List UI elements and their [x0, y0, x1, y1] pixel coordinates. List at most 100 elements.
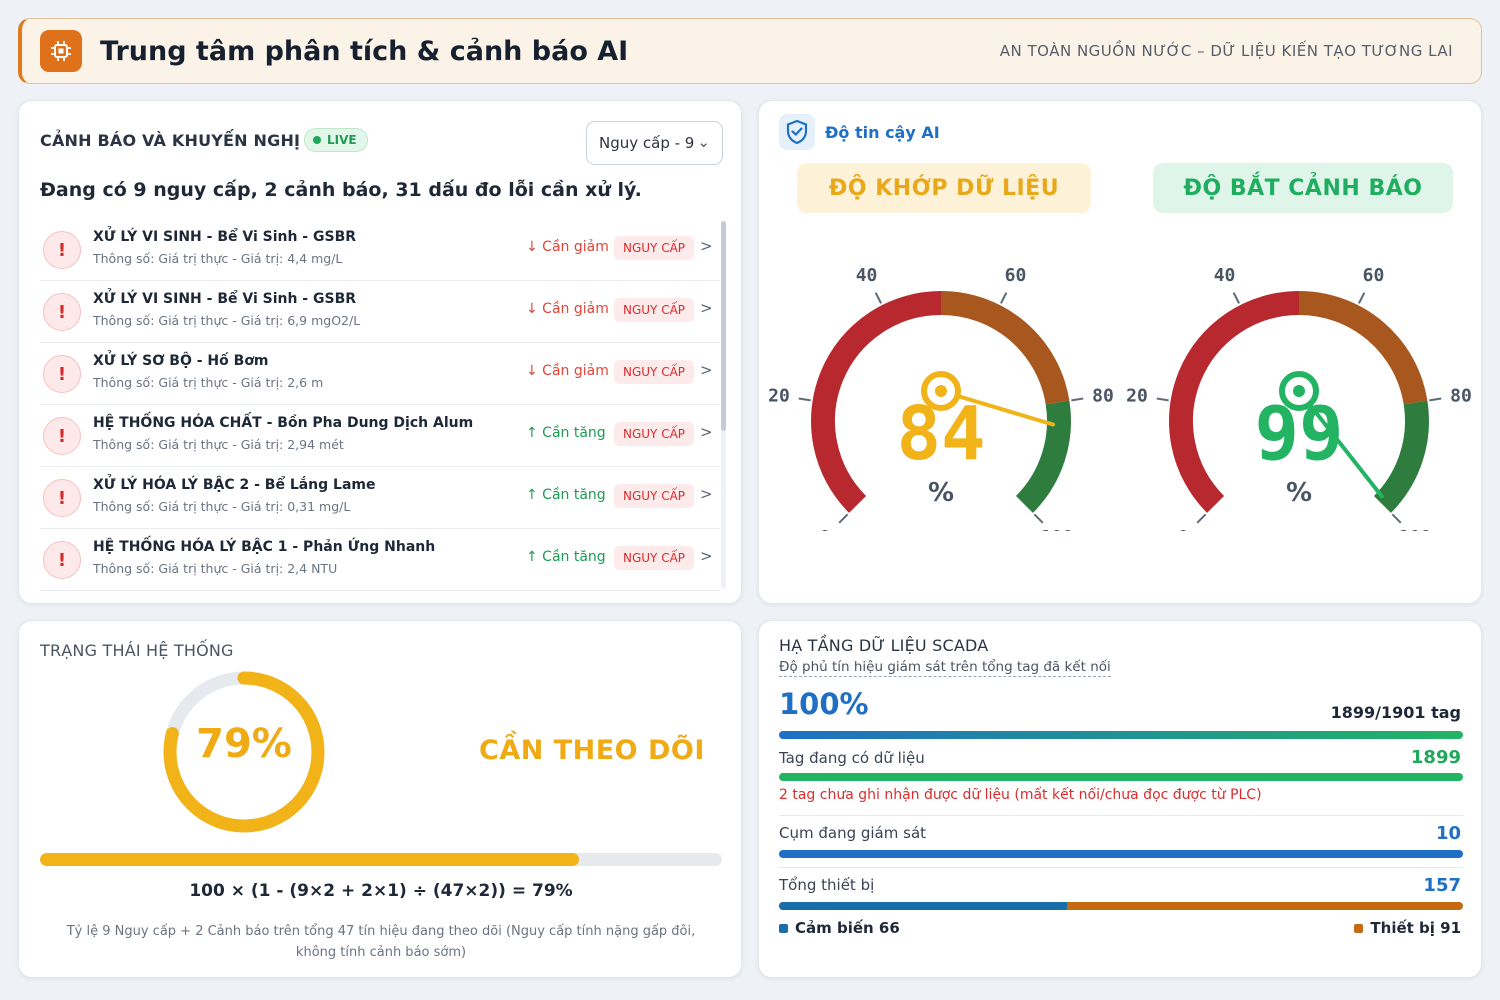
- devices-split-bar: [779, 902, 1463, 910]
- page-subtitle: AN TOÀN NGUỒN NƯỚC – DỮ LIỆU KIẾN TẠO TƯ…: [999, 42, 1453, 60]
- scada-tag-total: 1899/1901 tag: [1330, 703, 1461, 722]
- gauge-tick-label: 60: [1005, 265, 1027, 286]
- coverage-bar: [779, 731, 1463, 739]
- severity-filter-value: Nguy cấp - 9: [599, 134, 695, 152]
- status-ring: [163, 671, 325, 833]
- gauge-tick: [838, 513, 849, 524]
- alert-icon: !: [43, 417, 81, 455]
- page-header: Trung tâm phân tích & cảnh báo AI AN TOÀ…: [18, 18, 1482, 84]
- alert-severity-badge: NGUY CẤP: [614, 298, 695, 322]
- devices-label: Tổng thiết bị: [779, 876, 875, 894]
- gauge-tick: [1391, 513, 1402, 524]
- alert-row[interactable]: ! XỬ LÝ VI SINH - Bể Vi Sinh - GSBR Thôn…: [40, 281, 720, 343]
- gauge-tick: [1156, 397, 1169, 402]
- page-title: Trung tâm phân tích & cảnh báo AI: [100, 35, 629, 67]
- gauge-band: [811, 291, 942, 513]
- alert-severity-badge: NGUY CẤP: [614, 360, 695, 384]
- scada-subtitle: Độ phủ tín hiệu giám sát trên tổng tag đ…: [779, 659, 1111, 677]
- equipment-legend: Thiết bị 91: [1354, 919, 1461, 937]
- gauge-band: [1373, 400, 1429, 513]
- scada-error-message: 2 tag chưa ghi nhận được dữ liệu (mất kế…: [779, 787, 1262, 803]
- alert-icon: !: [43, 479, 81, 517]
- alert-trend: ↓ Cần giảm: [526, 301, 609, 317]
- alert-catch-label: ĐỘ BẮT CẢNH BÁO: [1153, 163, 1453, 213]
- sensors-swatch: [779, 923, 788, 933]
- live-dot-icon: [313, 136, 321, 144]
- tags-with-data-label: Tag đang có dữ liệu: [779, 749, 925, 767]
- status-formula: 100 × (1 - (9×2 + 2×1) ÷ (47×2)) = 79%: [189, 881, 573, 901]
- gauge-tick-label: 100: [1399, 527, 1432, 531]
- alert-list: ! XỬ LÝ VI SINH - Bể Vi Sinh - GSBR Thôn…: [40, 219, 720, 591]
- live-label: LIVE: [327, 133, 357, 147]
- alert-title: XỬ LÝ VI SINH - Bể Vi Sinh - GSBR: [93, 229, 357, 245]
- alert-title: XỬ LÝ VI SINH - Bể Vi Sinh - GSBR: [93, 291, 357, 307]
- chevron-right-icon[interactable]: >: [700, 485, 713, 503]
- alert-list-scroll-thumb[interactable]: [721, 221, 726, 431]
- alert-severity-badge: NGUY CẤP: [614, 236, 695, 260]
- alert-title: HỆ THỐNG HÓA CHẤT - Bồn Pha Dung Dịch Al…: [93, 415, 474, 431]
- gauge-tick: [1196, 513, 1207, 524]
- alert-title: HỆ THỐNG HÓA LÝ BẬC 1 - Phản Ứng Nhanh: [93, 539, 436, 555]
- gauge-tick-label: 20: [1126, 385, 1148, 406]
- scada-coverage-percent: 100%: [779, 687, 869, 721]
- gauge-tick: [874, 292, 882, 304]
- clusters-value: 10: [1435, 823, 1461, 844]
- scada-card: HẠ TẦNG DỮ LIỆU SCADA Độ phủ tín hiệu gi…: [758, 620, 1482, 978]
- chevron-right-icon[interactable]: >: [700, 547, 713, 565]
- alert-icon: !: [43, 541, 81, 579]
- chevron-down-icon: ⌄: [697, 133, 710, 151]
- alert-row[interactable]: ! HỆ THỐNG HÓA CHẤT - Bồn Pha Dung Dịch …: [40, 405, 720, 467]
- alert-detail: Thông số: Giá trị thực - Giá trị: 2,94 m…: [93, 437, 344, 452]
- status-progress-bar: [40, 853, 722, 866]
- alert-detail: Thông số: Giá trị thực - Giá trị: 2,4 NT…: [93, 561, 338, 576]
- shield-check-icon: [779, 114, 815, 150]
- alert-trend: ↑ Cần tăng: [526, 487, 606, 503]
- gauge-tick-label: 0: [820, 527, 831, 531]
- divider: [779, 867, 1463, 868]
- gauge-tick-label: 40: [1214, 265, 1236, 286]
- gauge-tick-label: 20: [768, 385, 790, 406]
- alert-catch-gauge: 02040608010099%: [1126, 265, 1472, 531]
- chevron-right-icon[interactable]: >: [700, 237, 713, 255]
- tags-with-data-bar: [779, 773, 1463, 781]
- alert-title: XỬ LÝ HÓA LÝ BẬC 2 - Bể Lắng Lame: [93, 477, 376, 493]
- chevron-right-icon[interactable]: >: [700, 423, 713, 441]
- gauge-tick: [1033, 513, 1044, 524]
- alert-row[interactable]: ! XỬ LÝ VI SINH - Bể Vi Sinh - GSBR Thôn…: [40, 219, 720, 281]
- gauge-tick: [1232, 292, 1240, 304]
- data-match-label: ĐỘ KHỚP DỮ LIỆU: [797, 163, 1091, 213]
- alert-row[interactable]: ! XỬ LÝ HÓA LÝ BẬC 2 - Bể Lắng Lame Thôn…: [40, 467, 720, 529]
- alert-severity-badge: NGUY CẤP: [614, 546, 695, 570]
- alert-detail: Thông số: Giá trị thực - Giá trị: 6,9 mg…: [93, 313, 361, 328]
- sensors-segment: [779, 902, 1067, 910]
- alert-severity-badge: NGUY CẤP: [614, 484, 695, 508]
- gauge-tick: [1358, 292, 1366, 304]
- gauge-hub-dot: [935, 385, 947, 397]
- gauge-tick: [1071, 397, 1084, 402]
- alert-detail: Thông số: Giá trị thực - Giá trị: 2,6 m: [93, 375, 324, 390]
- gauge-tick: [798, 397, 811, 402]
- system-status-card: TRẠNG THÁI HỆ THỐNG 79% CẦN THEO DÕI 100…: [18, 620, 742, 978]
- sensors-legend-label: Cảm biến 66: [795, 919, 900, 937]
- alert-severity-badge: NGUY CẤP: [614, 422, 695, 446]
- alert-row[interactable]: ! XỬ LÝ SƠ BỘ - Hố Bơm Thông số: Giá trị…: [40, 343, 720, 405]
- alert-row[interactable]: ! HỆ THỐNG HÓA LÝ BẬC 1 - Phản Ứng Nhanh…: [40, 529, 720, 591]
- alert-trend: ↓ Cần giảm: [526, 239, 609, 255]
- alerts-summary: Đang có 9 nguy cấp, 2 cảnh báo, 31 dấu đ…: [40, 179, 642, 201]
- system-status-title: TRẠNG THÁI HỆ THỐNG: [40, 641, 234, 660]
- ai-confidence-title: Độ tin cậy AI: [825, 122, 940, 142]
- scada-title: HẠ TẦNG DỮ LIỆU SCADA: [779, 636, 989, 655]
- ai-confidence-card: Độ tin cậy AI ĐỘ KHỚP DỮ LIỆU ĐỘ BẮT CẢN…: [758, 100, 1482, 604]
- gauge-unit: %: [1286, 478, 1312, 508]
- gauge-tick-label: 60: [1363, 265, 1385, 286]
- alert-trend: ↓ Cần giảm: [526, 363, 609, 379]
- live-badge: LIVE: [304, 128, 368, 152]
- severity-filter-select[interactable]: Nguy cấp - 9 ⌄: [586, 121, 723, 165]
- status-note: Tỷ lệ 9 Nguy cấp + 2 Cảnh báo trên tổng …: [66, 924, 696, 960]
- gauge-tick-label: 100: [1041, 527, 1074, 531]
- chevron-right-icon[interactable]: >: [700, 299, 713, 317]
- alert-detail: Thông số: Giá trị thực - Giá trị: 0,31 m…: [93, 499, 351, 514]
- data-match-gauge: 02040608010084%: [768, 265, 1114, 531]
- clusters-label: Cụm đang giám sát: [779, 824, 927, 842]
- chevron-right-icon[interactable]: >: [700, 361, 713, 379]
